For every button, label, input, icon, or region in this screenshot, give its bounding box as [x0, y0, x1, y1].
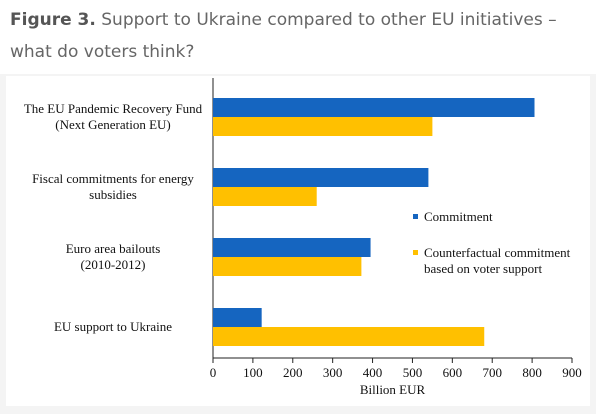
legend-label: based on voter support — [424, 261, 542, 276]
x-axis-title: Billion EUR — [360, 382, 426, 397]
legend-label: Commitment — [424, 209, 493, 224]
category-label: (2010-2012) — [81, 257, 146, 272]
bar-chart: 0 100 200 300 400 500 600 700 800 900 Billion EUR T… — [24, 78, 582, 397]
legend-swatch — [413, 214, 418, 219]
x-tick-label: 100 — [243, 365, 263, 380]
x-tick-label: 900 — [562, 365, 582, 380]
bar-commitment — [213, 98, 535, 117]
x-tick-label: 0 — [210, 365, 217, 380]
category-label: subsidies — [89, 187, 137, 202]
x-tick-label: 300 — [323, 365, 343, 380]
category-label: Euro area bailouts — [66, 241, 161, 256]
x-tick-label: 600 — [443, 365, 463, 380]
x-tick-label: 400 — [363, 365, 383, 380]
bar-commitment — [213, 168, 429, 187]
bar-counterfactual — [213, 187, 317, 206]
category-label: EU support to Ukraine — [54, 319, 172, 334]
bar-commitment — [213, 308, 262, 327]
figure-label: Figure 3. — [10, 10, 96, 30]
bar-counterfactual — [213, 257, 362, 276]
x-tick-label: 200 — [283, 365, 303, 380]
x-tick-label: 700 — [482, 365, 502, 380]
category-label: (Next Generation EU) — [55, 117, 171, 132]
legend-label: Counterfactual commitment — [424, 245, 571, 260]
legend-swatch — [413, 250, 418, 255]
bar-counterfactual — [213, 327, 485, 346]
figure-caption: Figure 3. Support to Ukraine compared to… — [10, 4, 588, 68]
chart-panel: 0 100 200 300 400 500 600 700 800 900 Billion EUR T… — [6, 76, 590, 406]
x-tick-label: 500 — [403, 365, 423, 380]
bar-commitment — [213, 238, 371, 257]
category-label: Fiscal commitments for energy — [32, 171, 194, 186]
category-label: The EU Pandemic Recovery Fund — [24, 101, 203, 116]
bar-counterfactual — [213, 117, 433, 136]
caption-text: Support to Ukraine compared to other EU … — [10, 10, 557, 62]
x-tick-label: 800 — [522, 365, 542, 380]
